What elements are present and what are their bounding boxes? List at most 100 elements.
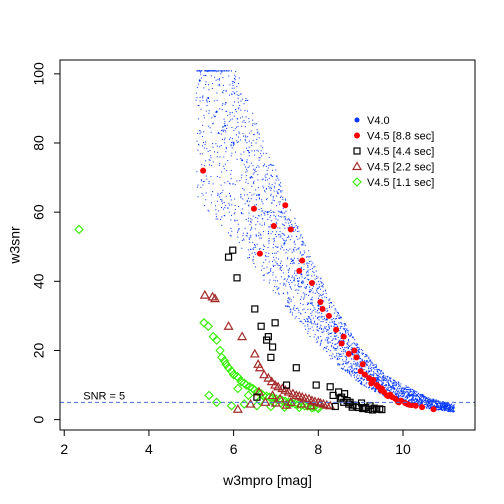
v40-point — [286, 219, 288, 221]
v40-point — [435, 405, 437, 407]
v40-point — [393, 382, 395, 384]
v40-point — [441, 408, 443, 410]
v40-point — [357, 372, 359, 374]
v40-point — [234, 204, 236, 206]
v40-point — [427, 400, 429, 402]
v40-point — [349, 336, 351, 338]
v40-point — [414, 390, 416, 392]
v40-point — [341, 367, 343, 369]
v40-point — [453, 410, 455, 412]
v40-point — [368, 367, 370, 369]
v40-point — [343, 325, 345, 327]
v40-point — [329, 332, 331, 334]
v40-point — [322, 331, 324, 333]
v40-point — [236, 140, 238, 142]
v40-point — [351, 365, 353, 367]
v40-point — [399, 393, 401, 395]
v40-point — [312, 304, 314, 306]
v40-point — [338, 329, 340, 331]
v40-point — [347, 371, 349, 373]
v40-point — [387, 387, 389, 389]
v40-point — [416, 399, 418, 401]
v40-point — [265, 256, 267, 258]
v40-point — [205, 110, 207, 112]
v40-point — [224, 207, 226, 209]
v40-point — [334, 312, 336, 314]
v40-point — [408, 394, 410, 396]
v40-point — [392, 382, 394, 384]
v40-point — [205, 141, 207, 143]
v40-point — [350, 344, 352, 346]
v40-point — [325, 326, 327, 328]
v40-point — [251, 185, 253, 187]
v40-point — [219, 108, 221, 110]
v40-point — [332, 321, 334, 323]
v40-point — [280, 191, 282, 193]
series-1-point — [368, 380, 375, 387]
v40-point — [381, 377, 383, 379]
v40-point — [282, 198, 284, 200]
v40-point — [321, 285, 323, 287]
v40-point — [328, 338, 330, 340]
v40-point — [395, 392, 397, 394]
v40-point — [420, 401, 422, 403]
series-4-point — [233, 383, 243, 394]
series-4-point — [216, 352, 227, 363]
v40-point — [201, 153, 203, 155]
v40-point — [258, 235, 260, 237]
v40-point — [429, 402, 431, 404]
v40-point — [277, 192, 279, 194]
v40-point — [348, 341, 350, 343]
v40-point — [270, 214, 272, 216]
v40-point — [442, 408, 444, 410]
v40-point — [237, 223, 239, 225]
v40-point — [250, 222, 252, 224]
v40-point — [262, 275, 264, 277]
series-1-point — [430, 406, 437, 413]
x-tick-label: 8 — [314, 441, 322, 457]
v40-point — [240, 195, 242, 197]
v40-point — [389, 385, 391, 387]
v40-point — [265, 255, 267, 257]
v40-point — [280, 195, 282, 197]
v40-point — [398, 390, 400, 392]
v40-point — [342, 327, 344, 329]
v40-point — [353, 360, 355, 362]
v40-point — [212, 122, 214, 124]
v40-point — [421, 401, 423, 403]
v40-point — [348, 366, 350, 368]
series-2-point — [331, 402, 339, 411]
v40-point — [315, 275, 317, 277]
v40-point — [273, 190, 275, 192]
v40-point — [311, 296, 313, 298]
v40-point — [301, 237, 303, 239]
v40-point — [424, 396, 426, 398]
v40-point — [268, 183, 270, 185]
v40-point — [363, 360, 365, 362]
v40-point — [257, 174, 259, 176]
v40-trend-point — [232, 141, 235, 144]
v40-point — [266, 169, 268, 171]
v40-point — [240, 157, 242, 159]
v40-point — [225, 148, 227, 150]
v40-point — [369, 386, 371, 388]
v40-point — [429, 401, 431, 403]
y-tick-label: 20 — [31, 342, 47, 358]
v40-point — [246, 201, 248, 203]
v40-point — [344, 351, 346, 353]
v40-point — [346, 369, 348, 371]
v40-point — [407, 395, 409, 397]
v40-point — [237, 121, 239, 123]
series-2-point — [264, 333, 272, 341]
v40-point — [436, 405, 438, 407]
v40-point — [383, 376, 385, 378]
v40-point — [424, 406, 426, 408]
v40-point — [229, 111, 231, 113]
v40-point — [421, 402, 423, 404]
v40-point — [228, 70, 230, 72]
v40-point — [247, 136, 249, 138]
v40-point — [353, 342, 355, 344]
v40-point — [379, 369, 381, 371]
v40-point — [316, 326, 318, 328]
v40-point — [221, 192, 223, 194]
